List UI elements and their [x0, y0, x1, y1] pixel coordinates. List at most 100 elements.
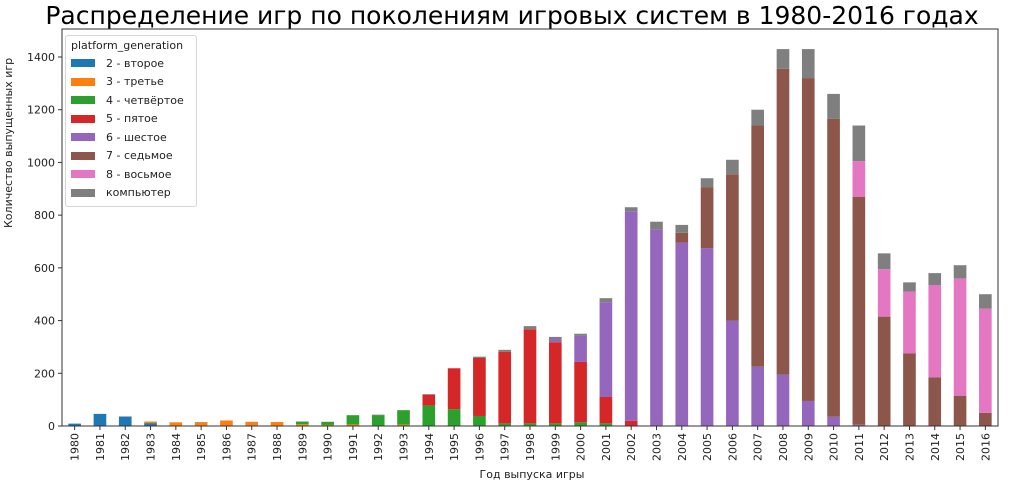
bar-stack-1983 [144, 421, 157, 426]
legend-label: 3 - третье [106, 75, 164, 89]
bar-segment [928, 377, 942, 426]
legend-item: 6 - шестое [66, 128, 196, 147]
bar-segment [903, 282, 916, 292]
bar-segment [548, 342, 562, 424]
bar-segment [498, 351, 512, 424]
bar-segment [245, 421, 259, 426]
legend-item: 4 - четвёртое [66, 91, 196, 110]
bar-segment [852, 196, 866, 425]
bar-segment [498, 423, 512, 426]
bar-stack-2015 [953, 265, 967, 426]
x-tick-label: 1996 [473, 433, 486, 461]
bar-stack-2016 [979, 294, 992, 426]
bar-segment [624, 207, 638, 212]
bar-segment [953, 265, 967, 279]
bar-stack-2011 [852, 125, 866, 426]
bar-stack-1987 [245, 421, 259, 426]
x-tick-label: 1998 [524, 433, 537, 461]
legend-label: 2 - второе [106, 56, 165, 70]
bar-segment [144, 421, 157, 424]
bar-segment [574, 361, 587, 423]
bar-segment [447, 368, 461, 410]
y-tick-label: 1200 [27, 104, 55, 117]
bar-segment [776, 68, 790, 375]
x-tick-label: 1997 [499, 433, 512, 461]
plot-frame [61, 28, 999, 427]
bar-segment [397, 410, 410, 425]
bar-segment [801, 78, 815, 401]
legend-swatch [71, 133, 95, 142]
x-tick-label: 1987 [246, 433, 259, 461]
bar-stack-1985 [194, 422, 208, 426]
bar-stack-2002 [624, 207, 638, 426]
bar-segment [574, 422, 587, 426]
bar-stack-2013 [903, 282, 916, 426]
x-tick-label: 2009 [802, 433, 815, 461]
bar-stack-1981 [93, 413, 107, 426]
bar-segment [169, 422, 183, 426]
bar-segment [650, 221, 663, 230]
x-tick-label: 2013 [903, 433, 916, 461]
bar-segment [371, 415, 385, 426]
x-tick-label: 2011 [853, 433, 866, 461]
bar-segment [953, 278, 967, 396]
bar-segment [599, 397, 613, 424]
bar-stack-1992 [371, 414, 385, 426]
bar-stack-2008 [776, 49, 790, 426]
y-tick-label: 1000 [27, 156, 55, 169]
bar-stack-2012 [877, 253, 891, 426]
y-tick-label: 800 [34, 209, 55, 222]
x-tick-label: 1985 [195, 433, 208, 461]
bar-segment [574, 335, 587, 362]
bar-segment [726, 174, 739, 321]
bar-stack-1982 [118, 416, 132, 426]
bar-stack-2005 [700, 178, 714, 426]
legend-item: 7 - седьмое [66, 147, 196, 166]
legend-label: компьютер [106, 186, 171, 200]
x-tick-label: 2008 [777, 433, 790, 461]
bar-stack-2007 [751, 109, 764, 426]
bar-segment [270, 422, 284, 426]
x-tick-label: 1994 [423, 433, 436, 461]
legend-swatch [71, 59, 95, 68]
bar-segment [473, 356, 486, 358]
x-tick-label: 2012 [878, 433, 891, 461]
legend-label: 5 - пятое [106, 112, 158, 126]
legend-label: 8 - восьмое [106, 167, 172, 181]
bar-segment [523, 423, 537, 426]
x-tick-label: 2003 [650, 433, 663, 461]
bar-segment [422, 394, 436, 395]
x-tick-label: 2015 [954, 433, 967, 461]
x-tick-label: 2007 [752, 433, 765, 461]
bar-stack-1998 [523, 326, 537, 426]
bar-segment [422, 394, 436, 406]
x-tick-label: 1986 [220, 433, 233, 461]
legend-swatch [71, 96, 95, 105]
y-tick-label: 400 [34, 315, 55, 328]
legend-swatch [71, 77, 95, 86]
x-tick-label: 2002 [625, 433, 638, 461]
x-tick-label: 1992 [372, 433, 385, 461]
bar-stack-1997 [498, 349, 512, 426]
x-tick-label: 1989 [296, 433, 309, 461]
bar-segment [903, 353, 916, 426]
bar-segment [877, 253, 891, 270]
bar-segment [473, 357, 486, 416]
bar-stack-1996 [473, 356, 486, 426]
bar-stack-1994 [422, 394, 436, 426]
bar-segment [675, 224, 689, 233]
bar-segment [751, 366, 764, 426]
bar-segment [852, 125, 866, 162]
legend-label: 7 - седьмое [106, 149, 173, 163]
legend-swatch [71, 114, 95, 123]
x-tick-label: 2016 [979, 433, 992, 461]
bar-segment [776, 374, 790, 426]
bar-segment [801, 400, 815, 426]
x-tick-label: 1984 [170, 433, 183, 461]
bar-segment [447, 409, 461, 426]
bar-segment [979, 412, 992, 426]
x-tick-label: 2001 [600, 433, 613, 461]
bar-stack-2009 [801, 49, 815, 426]
bar-stack-2003 [650, 221, 663, 426]
bar-stack-1989 [296, 421, 309, 426]
